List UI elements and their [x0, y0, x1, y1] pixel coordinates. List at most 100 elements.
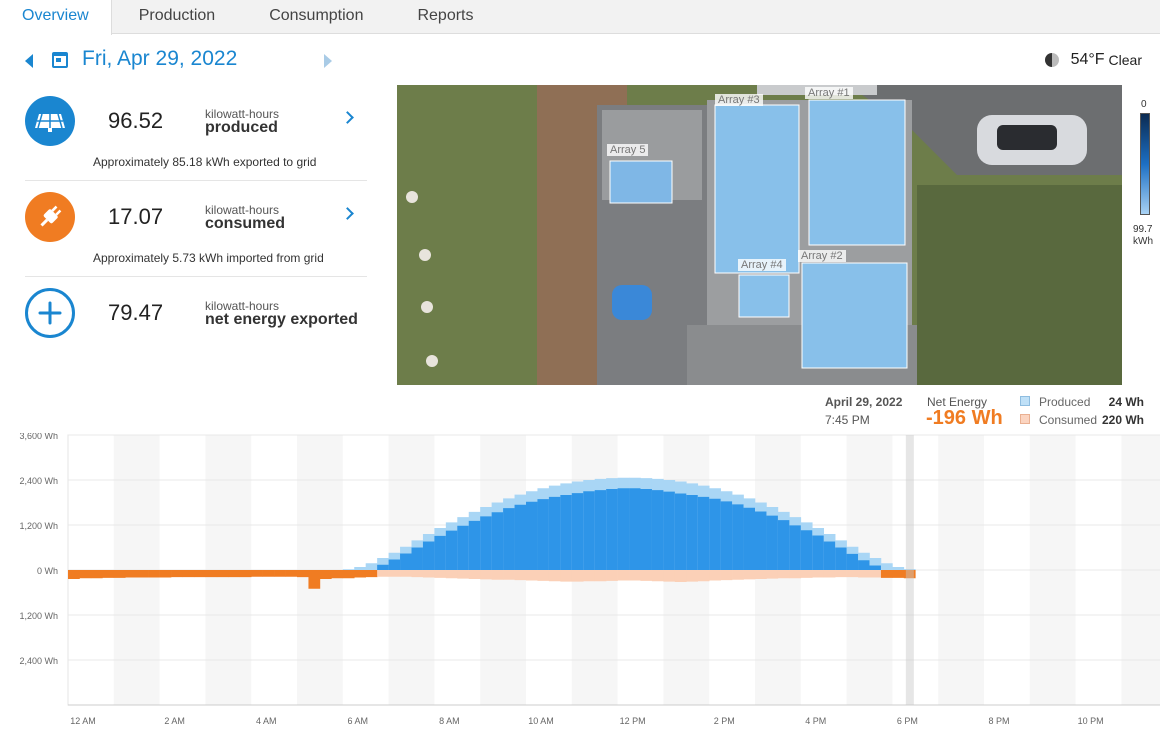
net-export-bar[interactable]: [777, 520, 790, 570]
net-export-bar[interactable]: [846, 553, 859, 570]
consumed-bar[interactable]: [148, 570, 160, 578]
net-export-bar[interactable]: [674, 493, 687, 571]
consumed-bar[interactable]: [354, 570, 366, 578]
consumed-bar[interactable]: [617, 570, 630, 581]
consumed-bar[interactable]: [514, 570, 527, 581]
consumed-bar[interactable]: [457, 570, 470, 579]
consumed-bar[interactable]: [239, 570, 252, 578]
previous-day-icon[interactable]: [25, 54, 33, 68]
tab-reports[interactable]: Reports: [417, 7, 474, 24]
produced-bar[interactable]: [903, 569, 916, 570]
produced-bar[interactable]: [880, 563, 893, 570]
net-export-bar[interactable]: [445, 530, 458, 570]
chevron-right-icon[interactable]: [341, 111, 354, 124]
produced-bar[interactable]: [354, 567, 366, 570]
net-export-bar[interactable]: [858, 560, 870, 570]
consumed-bar[interactable]: [743, 570, 756, 580]
calendar-icon[interactable]: [52, 52, 68, 68]
consumed-bar[interactable]: [319, 570, 332, 579]
consumed-bar[interactable]: [903, 570, 916, 579]
consumed-bar[interactable]: [548, 570, 561, 582]
net-export-bar[interactable]: [583, 491, 595, 570]
net-export-bar[interactable]: [869, 565, 882, 571]
net-export-bar[interactable]: [606, 489, 618, 570]
consumed-bar[interactable]: [663, 570, 676, 582]
consumed-bar[interactable]: [651, 570, 664, 582]
consumed-bar[interactable]: [869, 570, 882, 578]
net-export-bar[interactable]: [800, 530, 813, 570]
consumed-bar[interactable]: [686, 570, 699, 582]
consumed-bar[interactable]: [113, 570, 126, 578]
consumed-bar[interactable]: [880, 570, 893, 578]
consumed-bar[interactable]: [79, 570, 92, 579]
consumed-bar[interactable]: [629, 570, 641, 581]
next-day-icon[interactable]: [324, 54, 332, 68]
net-export-bar[interactable]: [434, 535, 447, 570]
array-3-label[interactable]: Array #3: [715, 94, 763, 106]
net-export-bar[interactable]: [400, 553, 412, 571]
net-export-bar[interactable]: [709, 498, 721, 570]
consumed-bar[interactable]: [171, 570, 183, 578]
selected-date[interactable]: Fri, Apr 29, 2022: [82, 47, 238, 70]
consumed-bar[interactable]: [159, 570, 172, 578]
consumed-bar[interactable]: [297, 570, 309, 578]
net-export-bar[interactable]: [823, 541, 836, 571]
consumed-bar[interactable]: [755, 570, 767, 579]
produced-bar[interactable]: [342, 569, 355, 570]
consumed-bar[interactable]: [228, 570, 241, 578]
net-export-bar[interactable]: [812, 535, 824, 571]
produced-bar[interactable]: [869, 558, 882, 570]
consumed-bar[interactable]: [594, 570, 607, 582]
net-export-bar[interactable]: [422, 541, 435, 571]
consumed-bar[interactable]: [583, 570, 595, 582]
net-export-bar[interactable]: [755, 511, 767, 571]
net-export-bar[interactable]: [548, 496, 561, 570]
consumed-bar[interactable]: [560, 570, 573, 582]
consumed-bar[interactable]: [777, 570, 790, 579]
produced-bar[interactable]: [377, 558, 389, 570]
chevron-right-icon[interactable]: [341, 207, 354, 220]
energy-chart[interactable]: 2,400 Wh 1,200 Wh 0 Wh 1,200 Wh 2,400 Wh 3,60…: [0, 433, 1160, 733]
array-1-label[interactable]: Array #1: [805, 87, 853, 99]
net-export-bar[interactable]: [594, 490, 607, 570]
tab-overview[interactable]: Overview: [0, 0, 112, 35]
consumed-bar[interactable]: [136, 570, 149, 578]
consumed-bar[interactable]: [285, 570, 298, 577]
net-export-bar[interactable]: [457, 525, 470, 570]
net-export-bar[interactable]: [663, 491, 676, 570]
net-export-bar[interactable]: [468, 520, 481, 570]
net-export-bar[interactable]: [686, 495, 699, 570]
produced-bar[interactable]: [365, 563, 378, 570]
consumed-bar[interactable]: [68, 570, 80, 579]
consumed-bar[interactable]: [434, 570, 447, 578]
array-map[interactable]: Array #3 Array #1 Array 5 Array #4 Array…: [397, 85, 1122, 385]
net-export-bar[interactable]: [629, 488, 641, 570]
net-export-bar[interactable]: [480, 516, 492, 570]
produced-bar[interactable]: [892, 567, 905, 570]
net-export-bar[interactable]: [411, 547, 424, 571]
net-export-bar[interactable]: [732, 504, 744, 570]
net-export-bar[interactable]: [651, 490, 664, 570]
consumed-bar[interactable]: [377, 570, 389, 577]
net-export-bar[interactable]: [537, 499, 550, 570]
consumed-bar[interactable]: [674, 570, 687, 582]
consumed-bar[interactable]: [720, 570, 733, 581]
consumed-bar[interactable]: [331, 570, 344, 579]
consumed-bar[interactable]: [411, 570, 424, 578]
net-export-bar[interactable]: [766, 515, 779, 570]
consumed-bar[interactable]: [823, 570, 836, 578]
consumed-bar[interactable]: [422, 570, 435, 578]
net-export-bar[interactable]: [720, 501, 733, 570]
net-export-bar[interactable]: [571, 493, 584, 570]
net-export-bar[interactable]: [526, 501, 538, 570]
consumed-bar[interactable]: [125, 570, 137, 578]
tab-production[interactable]: Production: [138, 7, 216, 24]
array-2-label[interactable]: Array #2: [798, 250, 846, 262]
consumed-bar[interactable]: [709, 570, 721, 581]
consumed-bar[interactable]: [858, 570, 870, 578]
consumed-bar[interactable]: [892, 570, 905, 578]
net-export-bar[interactable]: [617, 488, 630, 570]
consumed-bar[interactable]: [640, 570, 653, 581]
consumed-bar[interactable]: [274, 570, 286, 577]
net-export-bar[interactable]: [743, 507, 756, 570]
